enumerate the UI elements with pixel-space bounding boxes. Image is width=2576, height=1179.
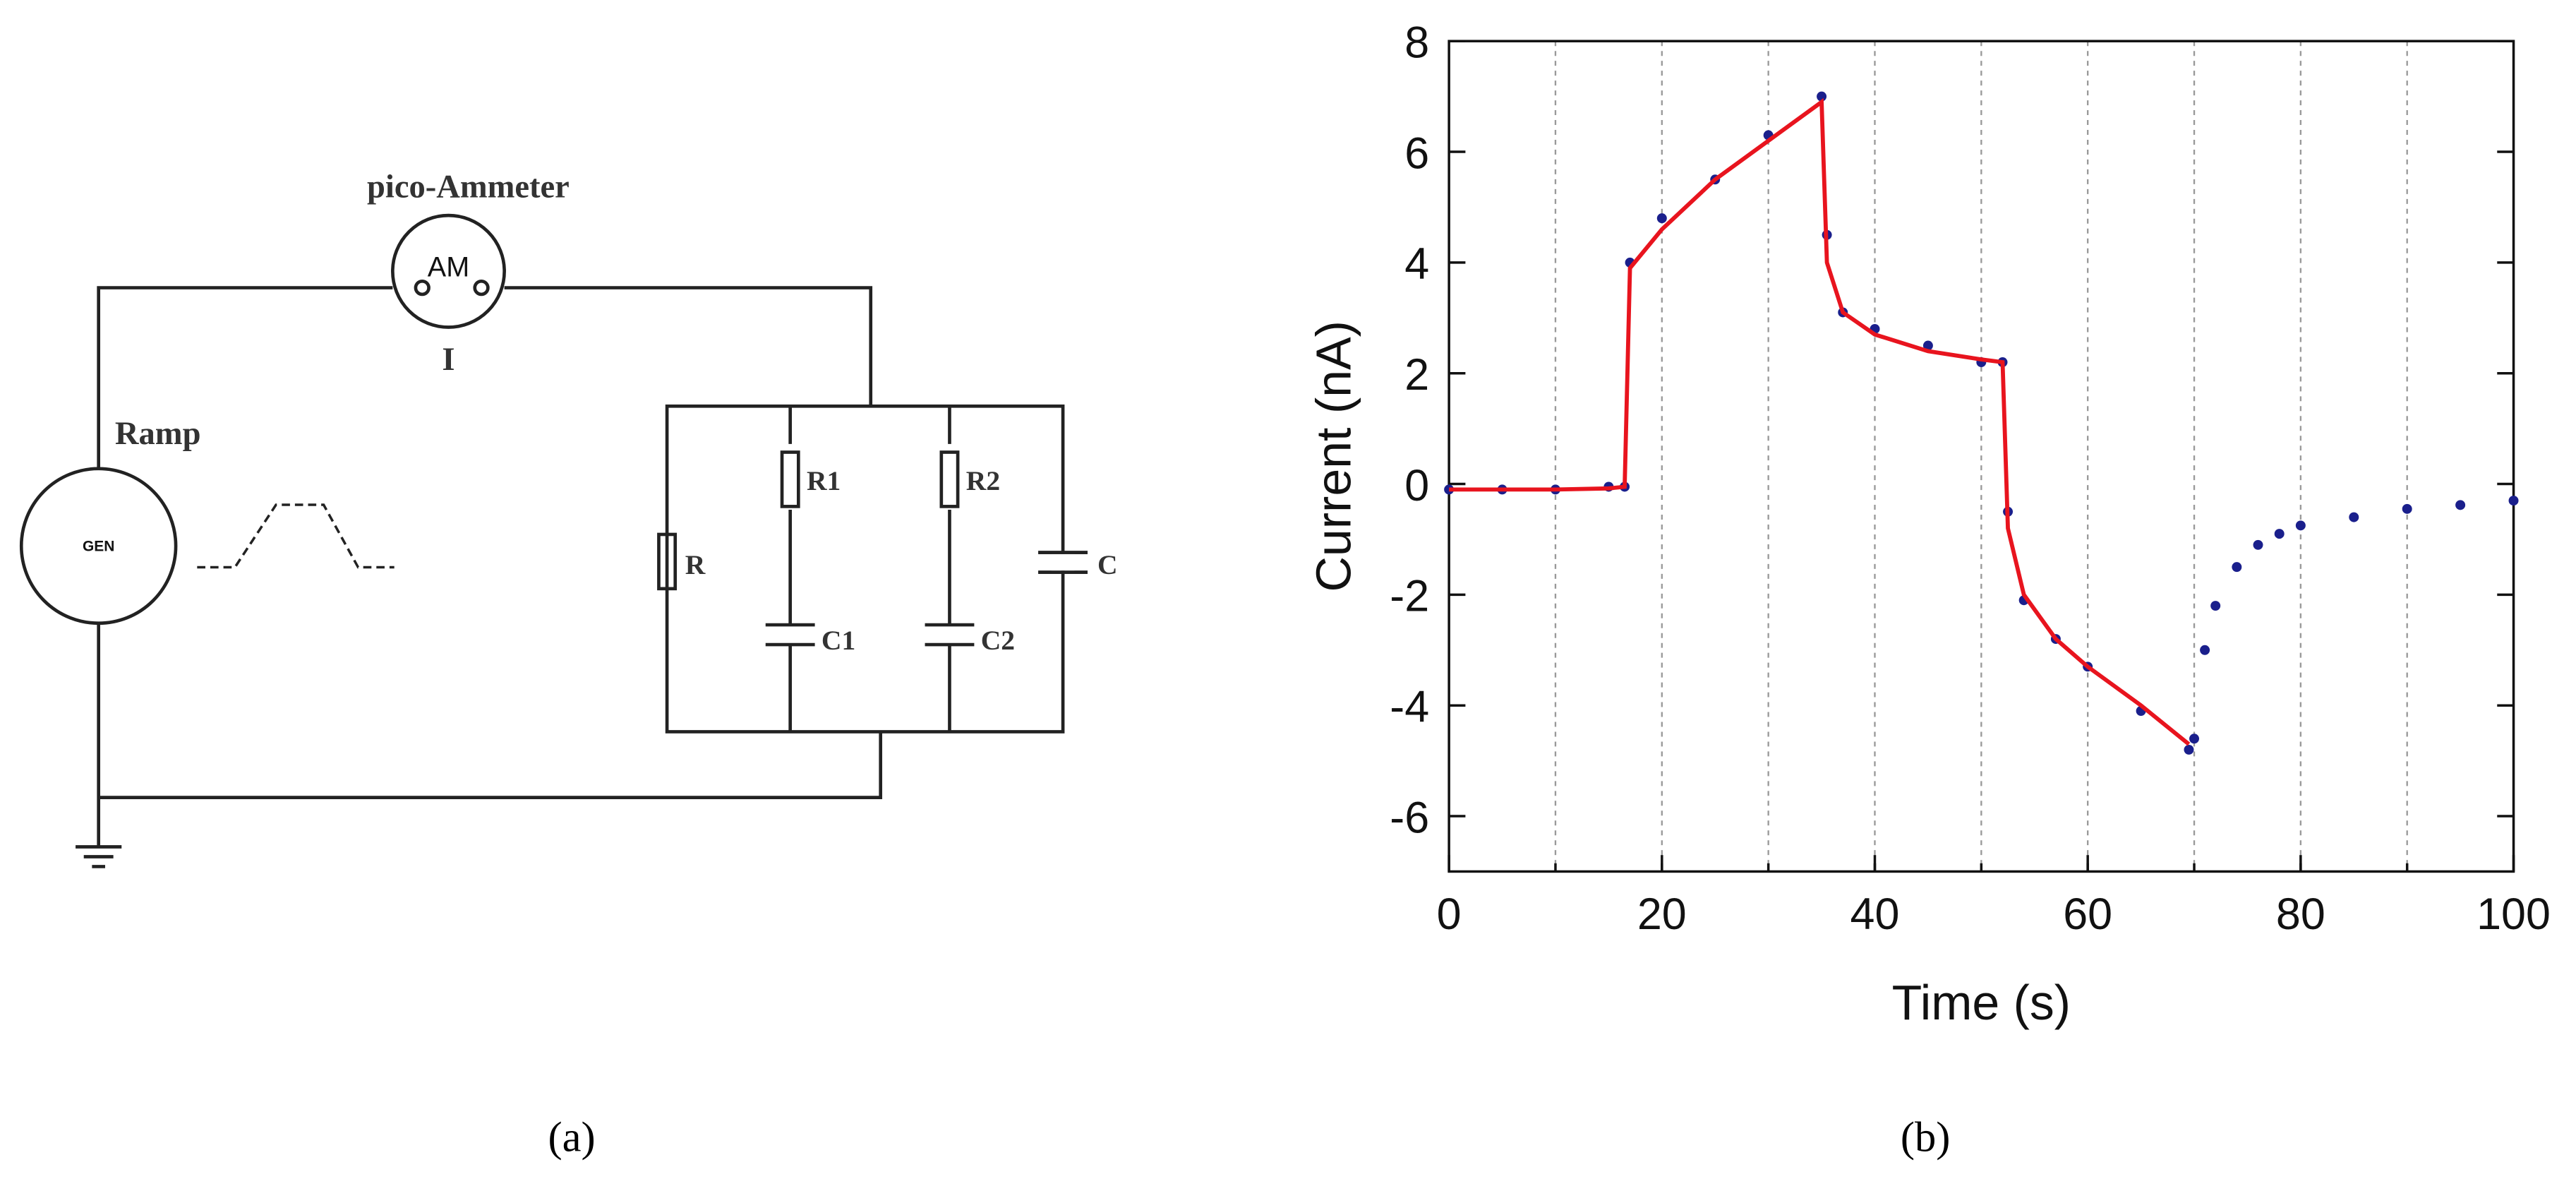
chart: 0 20 40 60 80 100 -6 -4 -2 0 2 4 6 8 Time (s) Current (… — [1306, 18, 2550, 1031]
terminal — [473, 279, 490, 297]
label: R2 — [966, 465, 1000, 496]
panel-label: (b) — [1901, 1113, 1951, 1161]
data-point — [2189, 734, 2200, 744]
generator-symbol — [19, 467, 178, 626]
data-point — [2402, 503, 2412, 514]
label: I — [442, 342, 455, 378]
label: C1 — [821, 625, 855, 656]
data-point — [1656, 213, 1667, 224]
capacitor-gap — [1051, 553, 1075, 571]
resistor — [657, 532, 678, 591]
y-tick-label: -6 — [1390, 793, 1429, 842]
y-tick-label: -4 — [1390, 682, 1429, 731]
x-tick-label: 100 — [2476, 890, 2551, 939]
label: AM — [428, 251, 469, 282]
x-tick-label: 80 — [2276, 890, 2325, 939]
data-point — [2455, 500, 2466, 510]
ramp-waveform — [197, 503, 395, 569]
data-point — [2232, 562, 2242, 573]
y-axis-label: Current (nA) — [1306, 321, 1361, 592]
data-point — [2295, 520, 2306, 531]
panel-label: (a) — [548, 1113, 595, 1161]
branch — [765, 406, 1088, 732]
y-tick-label: 0 — [1404, 461, 1429, 510]
data-point — [2184, 744, 2194, 755]
data-point — [1922, 340, 1933, 351]
data-point — [2210, 601, 2221, 611]
plot-frame — [1448, 40, 2515, 873]
data-point — [2274, 529, 2285, 539]
circuit-diagram: pico-Ammeter AM I Ramp GEN R R1 R2 C C1 … — [19, 169, 1118, 868]
x-tick-label: 40 — [1850, 890, 1900, 939]
ammeter-symbol — [391, 213, 506, 329]
x-axis-label: Time (s) — [1892, 975, 2071, 1030]
label: pico-Ammeter — [367, 169, 570, 205]
label: GEN — [83, 538, 114, 554]
label: Ramp — [115, 416, 201, 452]
resistor — [939, 450, 960, 508]
network-box — [665, 404, 1065, 734]
data-point — [2253, 539, 2263, 550]
y-tick-label: -2 — [1390, 572, 1429, 621]
x-tick-label: 60 — [2063, 890, 2112, 939]
y-tick-label: 8 — [1404, 18, 1429, 68]
wire — [76, 286, 883, 868]
x-tick-label: 20 — [1637, 890, 1687, 939]
fit-line — [1449, 97, 2191, 746]
label: C2 — [981, 625, 1015, 656]
data-point — [2349, 512, 2359, 522]
label: R1 — [807, 465, 841, 496]
capacitor — [1038, 551, 1088, 574]
data-point — [2200, 645, 2210, 655]
y-tick-label: 2 — [1404, 350, 1429, 400]
y-tick-label: 4 — [1404, 239, 1429, 289]
x-tick-label: 0 — [1437, 890, 1462, 939]
y-tick-label: 6 — [1404, 128, 1429, 178]
data-point — [2508, 496, 2519, 506]
label: C — [1097, 549, 1118, 580]
label: R — [685, 549, 706, 580]
data-point — [1817, 91, 1827, 102]
resistor — [780, 450, 800, 508]
terminal — [414, 279, 431, 297]
